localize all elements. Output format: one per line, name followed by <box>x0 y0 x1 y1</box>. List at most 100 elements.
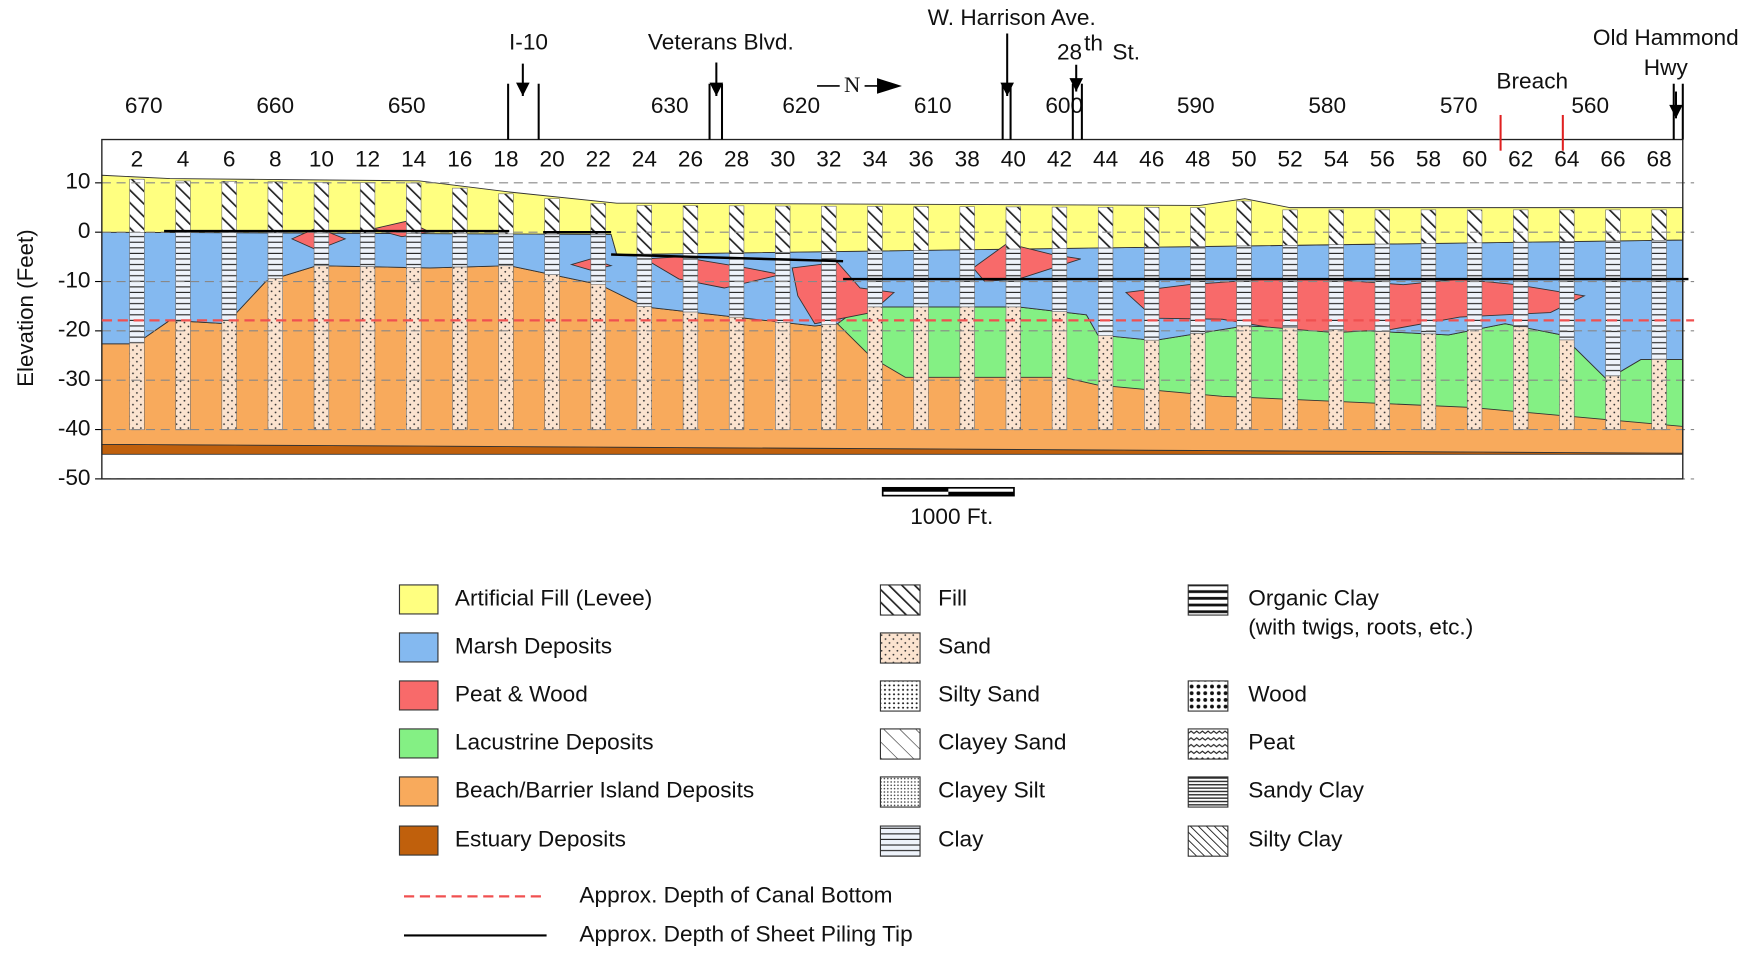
boring-fill <box>1513 210 1528 242</box>
boring-number: 16 <box>447 147 472 172</box>
boring-fill <box>821 206 836 251</box>
boring-clay <box>1375 244 1390 332</box>
street-label: 28 <box>1057 40 1082 65</box>
boring-fill <box>406 183 421 234</box>
boring-number: 54 <box>1324 147 1349 172</box>
boring-number: 44 <box>1093 147 1118 172</box>
street-label: St. <box>1112 40 1140 65</box>
legend-label: Beach/Barrier Island Deposits <box>455 777 754 802</box>
legend-swatch <box>399 777 437 806</box>
boring-number: 28 <box>724 147 749 172</box>
boring-clay <box>1098 248 1113 336</box>
y-tick-label: -40 <box>58 416 91 441</box>
north-label: N <box>844 72 860 97</box>
boring-fill <box>1098 207 1113 248</box>
boring-sand <box>960 307 975 430</box>
boring-sand <box>1513 327 1528 430</box>
boring-sand <box>1190 333 1205 429</box>
boring-clay <box>452 234 467 267</box>
boring-fill <box>499 194 514 234</box>
legend-label: Sand <box>938 633 991 658</box>
body: 2468101214161820222426283032343638404244… <box>0 0 1762 960</box>
boring-sand <box>1560 340 1575 430</box>
boring-fill <box>1283 210 1298 245</box>
boring-clay <box>130 232 145 343</box>
boring-number: 38 <box>955 147 980 172</box>
boring-number: 50 <box>1231 147 1256 172</box>
boring-fill <box>545 199 560 234</box>
boring-sand <box>176 321 191 430</box>
boring-sand <box>545 275 560 430</box>
legend-label: Lacustrine Deposits <box>455 729 654 754</box>
boring-fill <box>729 206 744 253</box>
boring-sand <box>1421 334 1436 430</box>
scale-label: 1000 Ft. <box>910 504 993 529</box>
y-tick-label: 10 <box>65 169 90 194</box>
boring-fill <box>314 182 329 233</box>
boring-clay <box>637 254 652 306</box>
boring-number: 34 <box>862 147 887 172</box>
legend-pattern <box>1188 826 1228 856</box>
boring-fill <box>683 206 698 254</box>
station-label: 590 <box>1177 93 1215 118</box>
boring-fill <box>176 181 191 233</box>
station-label: 570 <box>1440 93 1478 118</box>
legend-label: Artificial Fill (Levee) <box>455 585 652 610</box>
station-label: 560 <box>1571 93 1609 118</box>
station-label: 620 <box>782 93 820 118</box>
legend-pattern <box>880 729 920 759</box>
boring-number: 22 <box>586 147 611 172</box>
boring-fill <box>960 207 975 250</box>
boring-clay <box>314 233 329 266</box>
legend-swatch <box>399 729 437 758</box>
boring-fill <box>1606 210 1621 241</box>
boring-clay <box>360 233 375 266</box>
boring-sand <box>1098 336 1113 430</box>
y-tick-label: 0 <box>78 218 91 243</box>
boring-clay <box>591 234 606 284</box>
boring-number: 24 <box>632 147 657 172</box>
boring-fill <box>637 206 652 255</box>
street-label: Hwy <box>1644 55 1689 80</box>
breach-label: Breach <box>1496 69 1568 94</box>
boring-fill <box>1144 207 1159 247</box>
boring-fill <box>1237 201 1252 246</box>
boring-clay <box>1652 240 1667 359</box>
boring-number: 20 <box>539 147 564 172</box>
boring-clay <box>222 233 237 321</box>
boring-sand <box>821 325 836 430</box>
legend-pattern <box>1188 777 1228 807</box>
boring-fill <box>268 182 283 233</box>
boring-number: 10 <box>309 147 334 172</box>
boring-clay <box>821 252 836 325</box>
boring-fill <box>1052 207 1067 248</box>
boring-number: 8 <box>269 147 282 172</box>
legend-pattern <box>1188 729 1228 759</box>
boring-clay <box>1237 246 1252 326</box>
scale-bar-half <box>883 488 949 492</box>
legend-label: Organic Clay <box>1248 585 1380 610</box>
boring-fill <box>1329 210 1344 245</box>
legend-pattern <box>1188 585 1228 615</box>
boring-sand <box>1052 312 1067 430</box>
boring-clay <box>1606 241 1621 376</box>
boring-number: 14 <box>401 147 426 172</box>
boring-fill <box>591 203 606 234</box>
boring-sand <box>868 307 883 430</box>
boring-number: 60 <box>1462 147 1487 172</box>
legend-pattern <box>880 681 920 711</box>
station-label: 580 <box>1308 93 1346 118</box>
station-label: 630 <box>651 93 689 118</box>
boring-sand <box>729 317 744 430</box>
station-label: 600 <box>1045 93 1083 118</box>
boring-fill <box>775 206 790 252</box>
legend-label: Peat & Wood <box>455 681 588 706</box>
boring-sand <box>591 284 606 429</box>
arrow-head <box>516 83 530 96</box>
boring-fill <box>222 181 237 232</box>
legend-pattern <box>880 777 920 807</box>
legend-label: Approx. Depth of Canal Bottom <box>579 882 892 907</box>
boring-number: 4 <box>177 147 190 172</box>
boring-clay <box>729 253 744 317</box>
